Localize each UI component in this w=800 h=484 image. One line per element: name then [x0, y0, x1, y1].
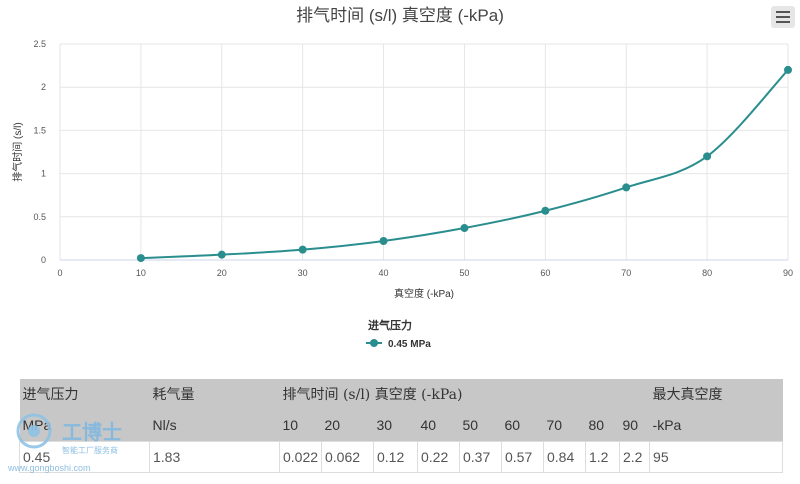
header-pressure-unit: MPa	[19, 409, 150, 442]
header-vacuum-level: 60	[501, 409, 544, 442]
y-tick-label: 2.5	[33, 39, 46, 49]
y-tick-label: 2	[41, 82, 46, 92]
series-layer	[136, 65, 792, 263]
cell-time: 0.062	[321, 441, 374, 473]
chart-title: 排气时间 (s/l) 真空度 (-kPa)	[296, 6, 504, 25]
header-vacuum-level: 50	[459, 409, 502, 442]
header-vacuum-level: 20	[321, 409, 374, 442]
data-point[interactable]	[298, 245, 307, 254]
x-tick-label: 10	[136, 268, 146, 278]
cell-time: 0.22	[417, 441, 460, 473]
header-consumption: 耗气量	[149, 379, 280, 409]
header-vacuum-level: 10	[279, 409, 322, 442]
data-point[interactable]	[784, 65, 792, 74]
grid-lines	[59, 43, 789, 261]
cell-time: 1.2	[585, 441, 620, 473]
cell-time: 0.12	[373, 441, 418, 473]
data-point[interactable]	[541, 206, 550, 215]
y-tick-label: 0	[41, 255, 46, 265]
x-tick-label: 70	[621, 268, 631, 278]
header-vacuum-level: 70	[543, 409, 586, 442]
cell-max-vacuum: 95	[649, 441, 784, 473]
table-header-row: 进气压力 耗气量 排气时间 (s/l) 真空度 (-kPa) 最大真空度	[19, 379, 783, 409]
data-point[interactable]	[217, 250, 226, 259]
y-tick-label: 1	[41, 169, 46, 179]
data-point[interactable]	[379, 236, 388, 245]
header-consumption-unit: Nl/s	[149, 409, 280, 442]
x-axis-title: 真空度 (-kPa)	[394, 287, 454, 300]
chart-menu-button[interactable]	[771, 6, 795, 28]
cell-pressure: 0.45	[19, 441, 150, 473]
cell-time: 0.84	[543, 441, 586, 473]
y-tick-label: 0.5	[33, 212, 46, 222]
menu-icon-bar	[776, 16, 790, 18]
x-tick-label: 20	[217, 268, 227, 278]
header-exhaust-time: 排气时间 (s/l) 真空度 (-kPa)	[279, 379, 650, 409]
header-max-vacuum-unit: -kPa	[649, 409, 783, 442]
legend-point-marker	[370, 339, 378, 347]
x-tick-label: 90	[783, 268, 793, 278]
cell-time: 0.022	[279, 441, 322, 473]
cell-consumption: 1.83	[149, 441, 280, 473]
header-vacuum-level: 30	[373, 409, 418, 442]
legend-item-label[interactable]: 0.45 MPa	[388, 339, 431, 350]
x-tick-label: 60	[540, 268, 550, 278]
header-vacuum-level: 40	[417, 409, 460, 442]
cell-time: 0.37	[459, 441, 502, 473]
cell-time: 2.2	[618, 441, 651, 473]
table-subheader-row: MPa Nl/s 10 20 30 40 50 60 70 80 90 -kPa	[19, 409, 783, 442]
menu-icon-bar	[776, 21, 790, 23]
data-point[interactable]	[460, 224, 469, 233]
data-table: 进气压力 耗气量 排气时间 (s/l) 真空度 (-kPa) 最大真空度 MPa…	[19, 379, 784, 473]
header-max-vacuum: 最大真空度	[649, 379, 783, 409]
y-tick-label: 1.5	[33, 125, 46, 135]
legend-title: 进气压力	[368, 318, 412, 332]
header-pressure: 进气压力	[19, 379, 150, 409]
x-tick-label: 50	[459, 268, 469, 278]
x-tick-label: 80	[702, 268, 712, 278]
header-vacuum-level: 80	[585, 409, 620, 442]
cell-time: 0.57	[501, 441, 544, 473]
y-axis-title: 排气时间 (s/l)	[11, 122, 24, 181]
line-chart: 排气时间 (s/l) 真空度 (-kPa) 0 0.5 1 1.5 2 2.5 0 10 20 3…	[11, 6, 793, 350]
table-row: 0.45 1.83 0.022 0.062 0.12 0.22 0.37 0.5…	[19, 441, 784, 473]
x-tick-label: 30	[298, 268, 308, 278]
x-tick-label: 40	[379, 268, 389, 278]
menu-icon-bar	[776, 11, 790, 13]
legend[interactable]: 进气压力 0.45 MPa	[366, 318, 431, 350]
header-vacuum-level: 90	[619, 409, 650, 442]
data-point[interactable]	[622, 183, 631, 192]
data-point[interactable]	[136, 254, 145, 263]
axes: 0 0.5 1 1.5 2 2.5 0 10 20 30 40 50 60 70 80 90	[33, 39, 793, 278]
x-tick-label: 0	[57, 268, 62, 278]
data-point[interactable]	[703, 152, 712, 161]
